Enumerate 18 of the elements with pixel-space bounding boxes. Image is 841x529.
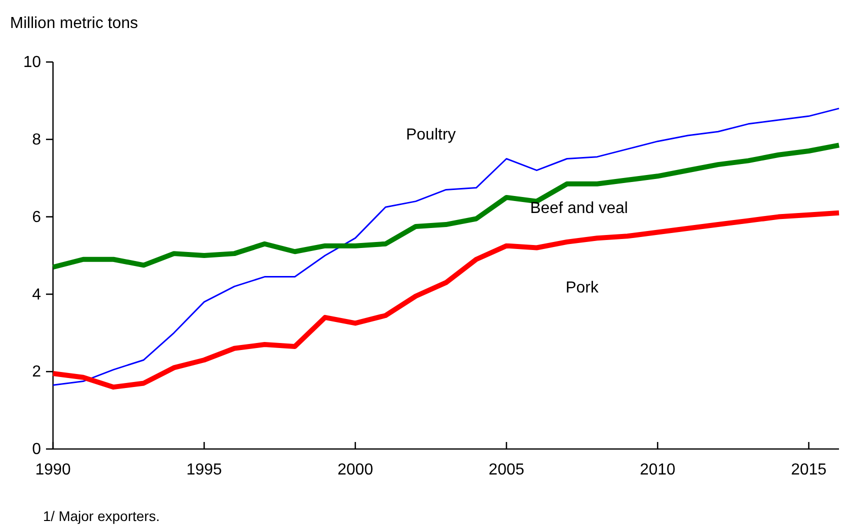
- y-tick-label: 0: [32, 441, 42, 458]
- line-series: [52, 108, 840, 386]
- x-tick-label: 1990: [35, 461, 71, 478]
- y-tick-label: 4: [32, 286, 42, 304]
- x-tick-label: 2010: [640, 461, 676, 478]
- x-tick-label: 2000: [338, 461, 374, 478]
- x-tick-label: 1995: [186, 461, 222, 478]
- x-tick-label: 2015: [790, 461, 827, 478]
- text: Pork: [566, 279, 600, 296]
- y-tick-label: 6: [32, 208, 42, 226]
- y-tick-label: 2: [32, 364, 42, 381]
- y-tick-label: 10: [23, 54, 42, 72]
- text: Poultry: [406, 126, 456, 144]
- y-axis-title: Million metric tons: [10, 15, 138, 32]
- y-tick-label: 8: [32, 132, 42, 149]
- text: 1/ Major exporters.: [43, 508, 160, 524]
- x-tick-label: 2005: [488, 461, 524, 478]
- series-label: Beef and veal: [530, 200, 628, 217]
